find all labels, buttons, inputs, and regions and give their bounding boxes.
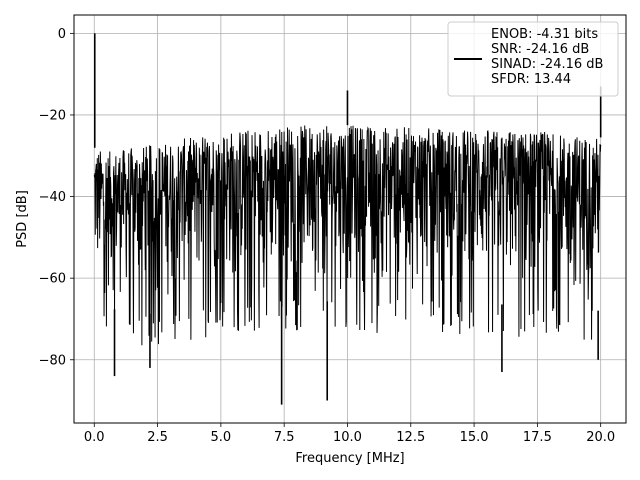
plot-frame [73,14,627,424]
y-tick-label: 0 [58,27,66,42]
y-tick-label: −60 [39,272,66,287]
x-tick-label: 0.0 [84,430,105,445]
y-tick-label: −80 [39,353,66,368]
legend-enob: ENOB: -4.31 bits [491,27,598,42]
x-axis-label: Frequency [MHz] [295,451,404,466]
y-tick-label: −40 [39,190,66,205]
x-tick-label: 20.0 [586,430,615,445]
y-axis-label: PSD [dB] [15,190,30,248]
legend-sfdr: SFDR: 13.44 [491,72,571,87]
series-group [93,33,602,405]
legend-box [447,21,619,97]
x-tick-label: 17.5 [523,430,552,445]
x-tick-label: 10.0 [333,430,362,445]
x-tick-label: 12.5 [396,430,425,445]
legend: ENOB: -4.31 bits SNR: -24.16 dB SINAD: -… [447,21,619,97]
x-tick-label: 2.5 [147,430,168,445]
x-tick-label: 5.0 [211,430,232,445]
y-axis: 0 −20 −40 −60 −80 [39,27,74,368]
psd-trace [93,125,602,346]
y-tick-label: −20 [39,108,66,123]
legend-sinad: SINAD: -24.16 dB [491,57,603,72]
x-tick-label: 7.5 [274,430,295,445]
x-tick-label: 15.0 [460,430,489,445]
legend-snr: SNR: -24.16 dB [491,42,589,57]
x-axis: 0.0 2.5 5.0 7.5 10.0 12.5 15.0 17.5 20.0 [84,423,615,445]
